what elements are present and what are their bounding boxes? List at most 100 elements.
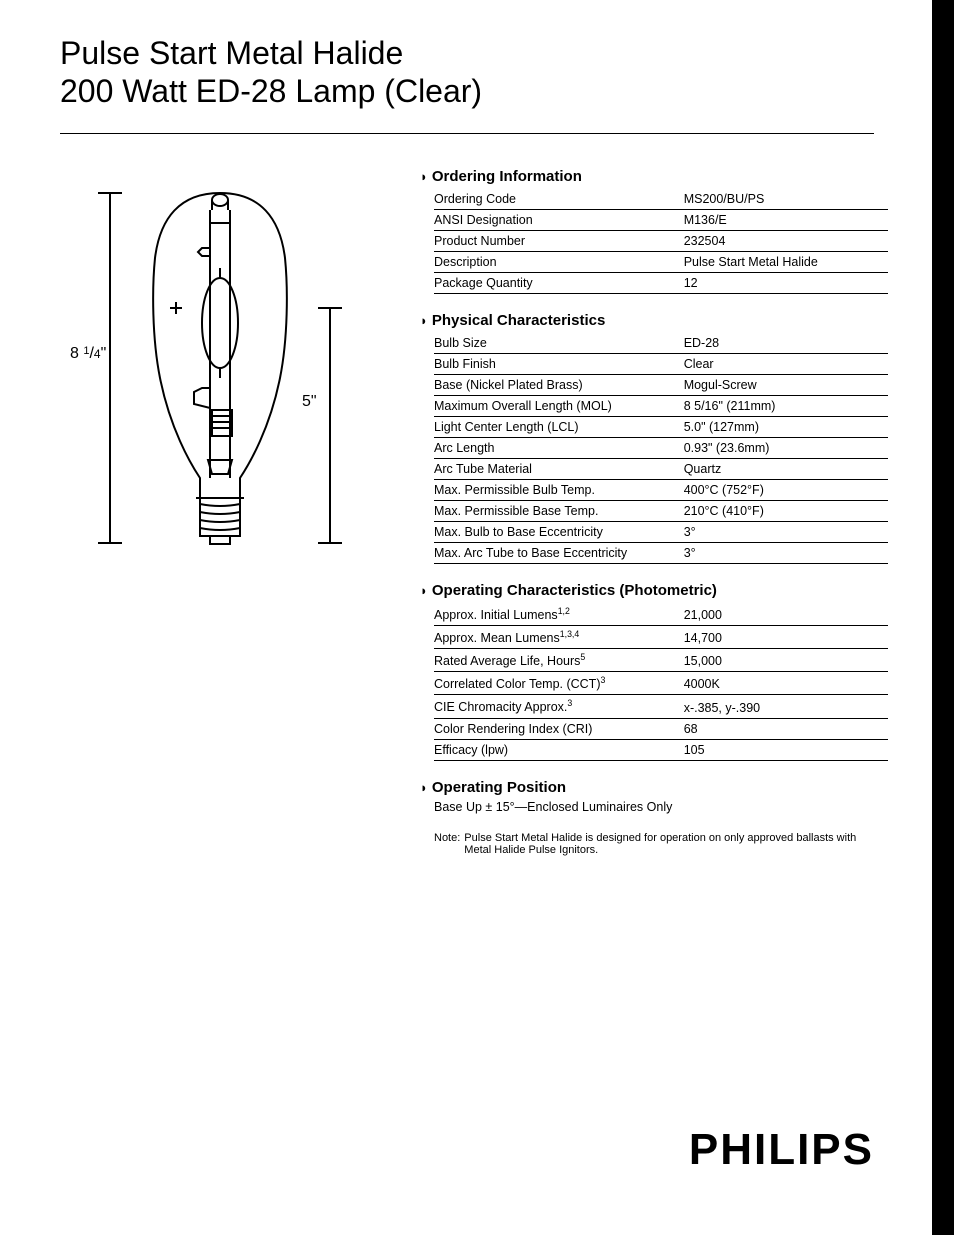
spec-label: CIE Chromacity Approx.3 — [434, 695, 684, 718]
tables-column: ◗ Ordering Information Ordering CodeMS20… — [420, 168, 874, 856]
spec-label: Color Rendering Index (CRI) — [434, 718, 684, 739]
bullet-icon: ◗ — [420, 313, 428, 328]
spec-label: Max. Permissible Base Temp. — [434, 500, 684, 521]
spec-label: Bulb Size — [434, 333, 684, 354]
spec-label: Max. Arc Tube to Base Eccentricity — [434, 542, 684, 563]
table-row: Max. Permissible Bulb Temp.400°C (752°F) — [434, 479, 888, 500]
heading-text: Physical Characteristics — [432, 312, 605, 329]
spec-label: Approx. Mean Lumens1,3,4 — [434, 625, 684, 648]
table-row: Color Rendering Index (CRI)68 — [434, 718, 888, 739]
spec-value: 3° — [684, 542, 888, 563]
table-row: ANSI DesignationM136/E — [434, 209, 888, 230]
section-heading: ◗ Operating Characteristics (Photometric… — [420, 582, 874, 599]
table-row: CIE Chromacity Approx.3x-.385, y-.390 — [434, 695, 888, 718]
spec-value: 68 — [684, 718, 888, 739]
spec-value: Pulse Start Metal Halide — [684, 251, 888, 272]
spec-label: Efficacy (lpw) — [434, 739, 684, 760]
spec-label: Base (Nickel Plated Brass) — [434, 374, 684, 395]
spec-value: 15,000 — [684, 649, 888, 672]
table-row: Maximum Overall Length (MOL)8 5/16" (211… — [434, 395, 888, 416]
section-heading: ◗ Operating Position — [420, 779, 874, 796]
physical-table: Bulb SizeED-28Bulb FinishClearBase (Nick… — [434, 333, 888, 564]
spec-label: Max. Permissible Bulb Temp. — [434, 479, 684, 500]
spec-value: MS200/BU/PS — [684, 189, 888, 210]
diagram-column: 8 1/4" 5" — [60, 168, 380, 856]
dim-lcl-label: 5" — [302, 393, 317, 410]
operating-table: Approx. Initial Lumens1,221,000Approx. M… — [434, 603, 888, 761]
section-position: ◗ Operating Position Base Up ± 15°—Enclo… — [420, 779, 874, 814]
spec-value: 105 — [684, 739, 888, 760]
spec-label: Maximum Overall Length (MOL) — [434, 395, 684, 416]
table-row: Approx. Initial Lumens1,221,000 — [434, 603, 888, 626]
table-row: Light Center Length (LCL)5.0" (127mm) — [434, 416, 888, 437]
spec-value: 4000K — [684, 672, 888, 695]
right-black-bar — [932, 0, 954, 1235]
title-line-2: 200 Watt ED-28 Lamp (Clear) — [60, 73, 482, 109]
heading-text: Operating Position — [432, 779, 566, 796]
spec-label: Correlated Color Temp. (CCT)3 — [434, 672, 684, 695]
bullet-icon: ◗ — [420, 780, 428, 795]
section-operating: ◗ Operating Characteristics (Photometric… — [420, 582, 874, 761]
bullet-icon: ◗ — [420, 169, 428, 184]
note-text: Pulse Start Metal Halide is designed for… — [464, 832, 874, 856]
title-line-1: Pulse Start Metal Halide — [60, 35, 403, 71]
spec-value: 210°C (410°F) — [684, 500, 888, 521]
spec-label: Product Number — [434, 230, 684, 251]
heading-text: Operating Characteristics (Photometric) — [432, 582, 717, 599]
spec-value: 21,000 — [684, 603, 888, 626]
table-row: Rated Average Life, Hours515,000 — [434, 649, 888, 672]
title-rule — [60, 133, 874, 134]
spec-value: Clear — [684, 353, 888, 374]
spec-label: Rated Average Life, Hours5 — [434, 649, 684, 672]
spec-value: Quartz — [684, 458, 888, 479]
section-heading: ◗ Physical Characteristics — [420, 312, 874, 329]
page-title: Pulse Start Metal Halide 200 Watt ED-28 … — [60, 34, 874, 111]
spec-value: 12 — [684, 272, 888, 293]
spec-value: 400°C (752°F) — [684, 479, 888, 500]
spec-label: Ordering Code — [434, 189, 684, 210]
spec-label: Max. Bulb to Base Eccentricity — [434, 521, 684, 542]
table-row: Ordering CodeMS200/BU/PS — [434, 189, 888, 210]
spec-value: ED-28 — [684, 333, 888, 354]
spec-value: 232504 — [684, 230, 888, 251]
spec-label: Arc Tube Material — [434, 458, 684, 479]
table-row: Approx. Mean Lumens1,3,414,700 — [434, 625, 888, 648]
spec-label: Bulb Finish — [434, 353, 684, 374]
table-row: Product Number232504 — [434, 230, 888, 251]
table-row: Package Quantity12 — [434, 272, 888, 293]
spec-value: 14,700 — [684, 625, 888, 648]
spec-label: ANSI Designation — [434, 209, 684, 230]
heading-text: Ordering Information — [432, 168, 582, 185]
table-row: Max. Bulb to Base Eccentricity3° — [434, 521, 888, 542]
spec-value: M136/E — [684, 209, 888, 230]
dim-height-label: 8 1/4" — [70, 345, 106, 362]
spec-label: Description — [434, 251, 684, 272]
section-ordering: ◗ Ordering Information Ordering CodeMS20… — [420, 168, 874, 294]
spec-value: Mogul-Screw — [684, 374, 888, 395]
lamp-diagram: 8 1/4" 5" — [70, 178, 370, 578]
table-row: Arc Length0.93" (23.6mm) — [434, 437, 888, 458]
spec-value: 8 5/16" (211mm) — [684, 395, 888, 416]
table-row: Correlated Color Temp. (CCT)34000K — [434, 672, 888, 695]
table-row: Arc Tube MaterialQuartz — [434, 458, 888, 479]
content-row: 8 1/4" 5" ◗ Ordering Information Orderin… — [60, 168, 874, 856]
position-text: Base Up ± 15°—Enclosed Luminaires Only — [434, 800, 874, 814]
table-row: Bulb SizeED-28 — [434, 333, 888, 354]
note-label: Note: — [434, 832, 460, 856]
bullet-icon: ◗ — [420, 583, 428, 598]
table-row: DescriptionPulse Start Metal Halide — [434, 251, 888, 272]
table-row: Base (Nickel Plated Brass)Mogul-Screw — [434, 374, 888, 395]
spec-value: 5.0" (127mm) — [684, 416, 888, 437]
table-row: Max. Permissible Base Temp.210°C (410°F) — [434, 500, 888, 521]
spec-value: x-.385, y-.390 — [684, 695, 888, 718]
spec-label: Approx. Initial Lumens1,2 — [434, 603, 684, 626]
section-physical: ◗ Physical Characteristics Bulb SizeED-2… — [420, 312, 874, 564]
spec-label: Arc Length — [434, 437, 684, 458]
spec-label: Light Center Length (LCL) — [434, 416, 684, 437]
table-row: Bulb FinishClear — [434, 353, 888, 374]
table-row: Max. Arc Tube to Base Eccentricity3° — [434, 542, 888, 563]
table-row: Efficacy (lpw)105 — [434, 739, 888, 760]
section-heading: ◗ Ordering Information — [420, 168, 874, 185]
note: Note: Pulse Start Metal Halide is design… — [434, 832, 874, 856]
spec-value: 3° — [684, 521, 888, 542]
